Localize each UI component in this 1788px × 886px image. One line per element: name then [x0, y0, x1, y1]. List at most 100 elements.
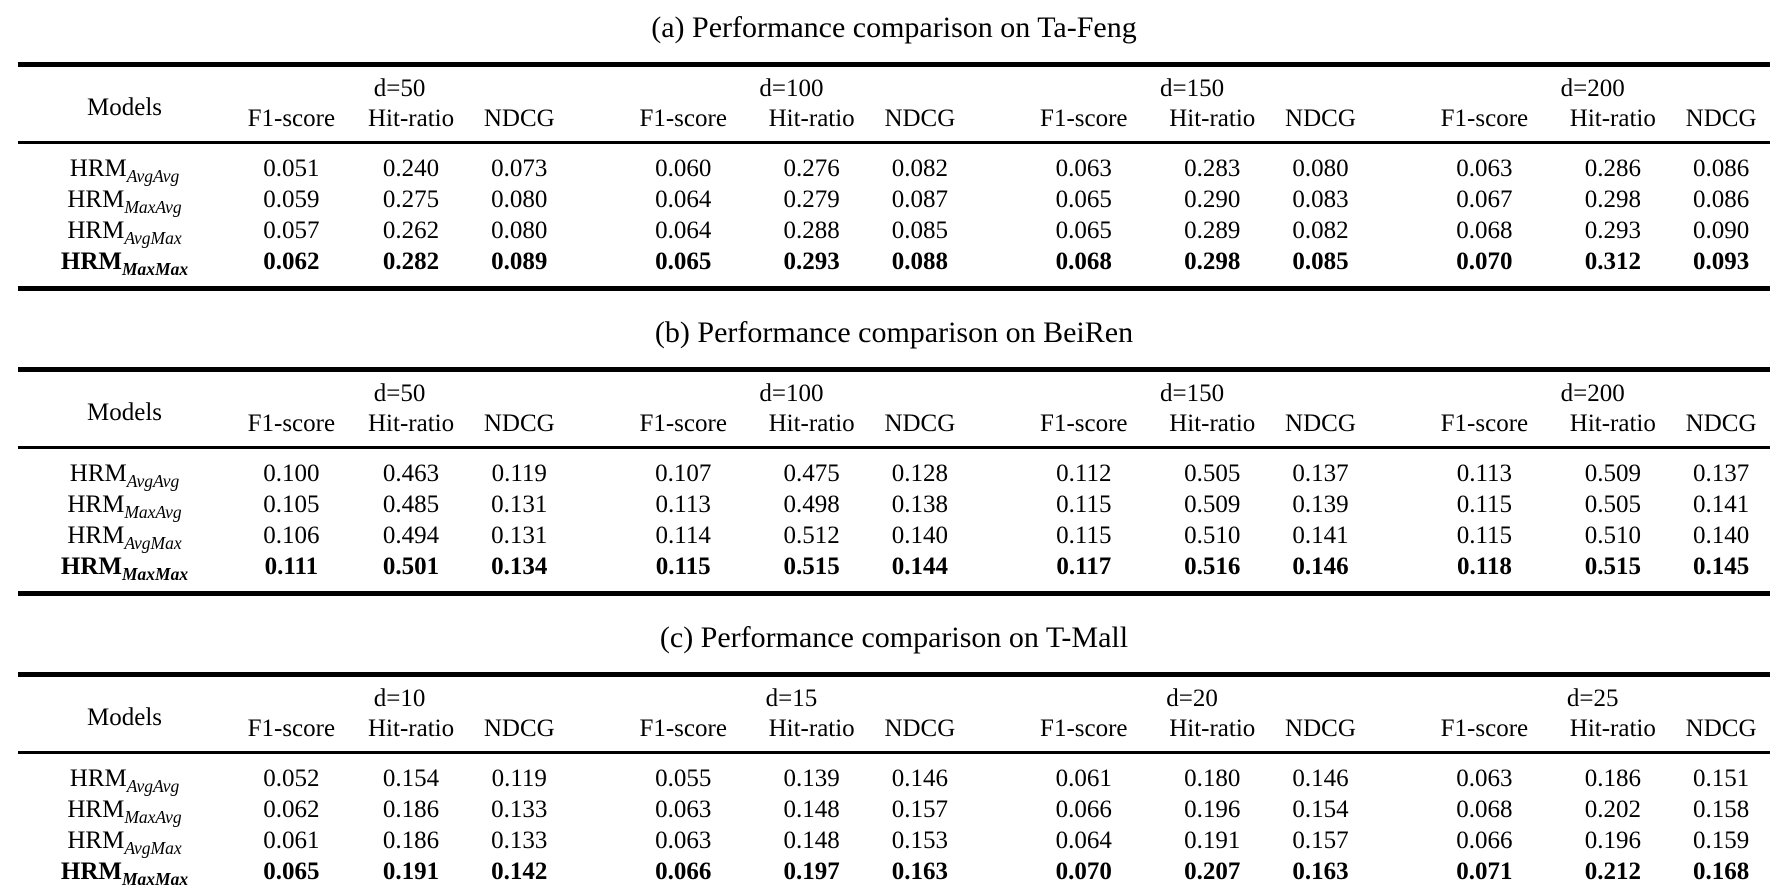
metric-value: 0.070: [1456, 247, 1513, 275]
metric-value: 0.134: [491, 552, 548, 580]
metric-value: 0.064: [655, 185, 712, 213]
table-header: Models d=50 d=100 d=150 d=200 F1-score Hit-ra…: [18, 370, 1770, 448]
metric-value: 0.063: [655, 826, 712, 854]
metric-value: 0.115: [1056, 521, 1112, 549]
dimension-group-header: d=50: [373, 380, 426, 407]
table-row: HRMAvgMax 0.106 0.494 0.131 0.114 0.512 0.140 0…: [18, 520, 1770, 553]
metric-value: 0.119: [491, 764, 547, 792]
metric-value: 0.083: [1292, 185, 1349, 213]
model-base-label: HRM: [60, 247, 122, 275]
metric-value: 0.186: [1584, 764, 1641, 792]
metric-value: 0.279: [783, 185, 840, 213]
model-base-label: HRM: [67, 795, 125, 823]
model-name: HRMAvgAvg: [18, 753, 231, 795]
metric-value: 0.087: [891, 185, 948, 213]
model-subscript-label: AvgAvg: [126, 470, 180, 491]
metric-column-header: NDCG: [1285, 410, 1356, 437]
metric-value: 0.298: [1584, 185, 1641, 213]
metric-value: 0.146: [891, 764, 948, 792]
metric-column-header: NDCG: [1285, 715, 1356, 742]
metric-value: 0.115: [655, 552, 711, 580]
model-name: HRMMaxAvg: [18, 184, 231, 216]
group-header-row: Models d=50 d=100 d=150 d=200: [18, 65, 1770, 121]
metric-value: 0.153: [891, 826, 948, 854]
metric-value: 0.146: [1292, 552, 1349, 580]
metric-value: 0.068: [1055, 247, 1112, 275]
metric-column-header: NDCG: [884, 410, 956, 437]
table-row: HRMMaxMax 0.111 0.501 0.134 0.115 0.515 0.144 0…: [18, 551, 1770, 594]
metric-value: 0.093: [1692, 247, 1750, 275]
metric-value: 0.085: [891, 216, 948, 244]
metric-value: 0.115: [1456, 490, 1513, 518]
metric-value: 0.146: [1292, 764, 1349, 792]
metric-value: 0.088: [891, 247, 948, 275]
metric-value: 0.475: [783, 459, 840, 487]
metric-value: 0.107: [655, 459, 712, 487]
metric-column-header: F1-score: [1440, 410, 1529, 437]
metric-value: 0.293: [1584, 216, 1641, 244]
metric-value: 0.312: [1584, 247, 1641, 275]
model-base-label: HRM: [67, 185, 125, 213]
metric-value: 0.080: [1292, 154, 1349, 182]
metric-value: 0.186: [382, 826, 440, 854]
metric-value: 0.067: [1456, 185, 1513, 213]
metric-value: 0.191: [382, 857, 440, 885]
table-section-a: (a) Performance comparison on Ta-Feng Mo…: [0, 10, 1788, 291]
table-body: HRMAvgAvg 0.100 0.463 0.119 0.107 0.475 0.128 0…: [18, 448, 1770, 594]
metric-value: 0.298: [1184, 247, 1241, 275]
metric-value: 0.159: [1692, 826, 1750, 854]
metric-value: 0.148: [783, 795, 840, 823]
metric-column-header: NDCG: [884, 105, 956, 132]
metric-column-header: F1-score: [639, 105, 727, 132]
metric-column-header: F1-score: [247, 105, 336, 132]
metric-value: 0.062: [263, 247, 320, 275]
metric-value: 0.168: [1692, 857, 1750, 885]
metric-value: 0.505: [1184, 459, 1241, 487]
metric-value: 0.207: [1184, 857, 1241, 885]
metric-header-row: F1-score Hit-ratio NDCG F1-score Hit-ratio ND…: [18, 409, 1770, 448]
model-name: HRMMaxAvg: [18, 489, 231, 521]
metric-value: 0.062: [263, 795, 320, 823]
metric-column-header: Hit-ratio: [768, 410, 855, 437]
dimension-group-header: d=50: [373, 75, 426, 102]
metric-column-header: Hit-ratio: [1569, 105, 1656, 132]
metric-value: 0.105: [263, 490, 320, 518]
model-subscript-label: AvgMax: [124, 532, 182, 553]
metric-value: 0.114: [655, 521, 711, 549]
metric-column-header: F1-score: [1440, 105, 1529, 132]
table-caption-b: (b) Performance comparison on BeiRen: [654, 316, 1134, 349]
metric-value: 0.082: [891, 154, 948, 182]
model-subscript-label: MaxMax: [121, 868, 189, 886]
model-subscript-label: AvgMax: [124, 227, 182, 248]
metric-value: 0.065: [1055, 185, 1112, 213]
metric-value: 0.065: [263, 857, 320, 885]
metric-value: 0.086: [1692, 185, 1750, 213]
dimension-group-header: d=100: [759, 380, 824, 407]
metric-value: 0.051: [263, 154, 320, 182]
table-row: HRMMaxAvg 0.059 0.275 0.080 0.064 0.279 0.087 0…: [18, 184, 1770, 216]
metric-column-header: Hit-ratio: [1169, 105, 1256, 132]
metric-column-header: Hit-ratio: [1569, 410, 1656, 437]
metric-value: 0.090: [1692, 216, 1750, 244]
metric-column-header: NDCG: [483, 410, 555, 437]
model-subscript-label: MaxMax: [121, 258, 189, 279]
metric-column-header: NDCG: [884, 715, 956, 742]
model-name: HRMMaxAvg: [18, 794, 231, 826]
dimension-group-header: d=150: [1159, 75, 1225, 102]
metric-value: 0.290: [1184, 185, 1241, 213]
metric-value: 0.065: [655, 247, 712, 275]
model-name: HRMAvgAvg: [18, 448, 231, 490]
metric-value: 0.086: [1692, 154, 1750, 182]
metric-column-header: F1-score: [1440, 715, 1529, 742]
metric-column-header: NDCG: [1685, 410, 1757, 437]
metric-value: 0.085: [1292, 247, 1349, 275]
group-header-row: Models d=10 d=15 d=20 d=25: [18, 675, 1770, 731]
metric-value: 0.063: [1055, 154, 1112, 182]
model-name: HRMMaxMax: [18, 246, 231, 289]
metric-value: 0.516: [1184, 552, 1241, 580]
metric-value: 0.082: [1292, 216, 1349, 244]
metric-value: 0.063: [655, 795, 712, 823]
metric-value: 0.089: [491, 247, 548, 275]
model-name: HRMAvgMax: [18, 825, 231, 857]
metric-value: 0.494: [382, 521, 440, 549]
